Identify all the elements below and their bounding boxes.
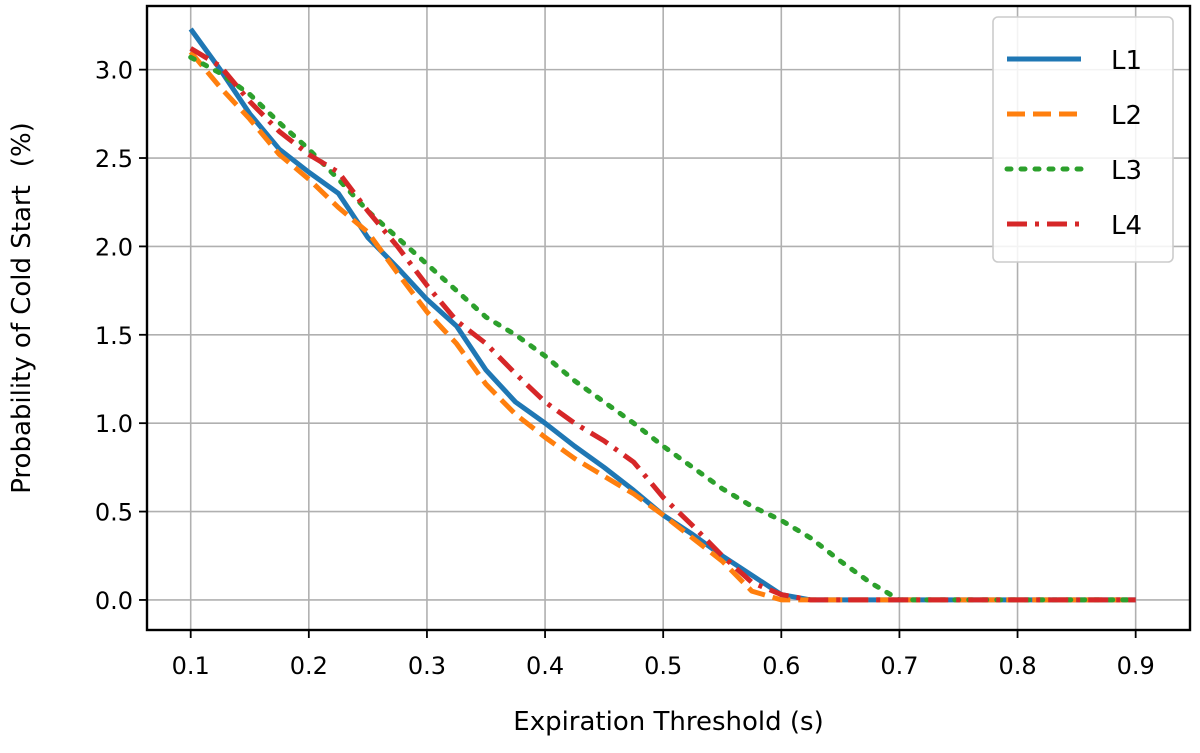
y-tick-label: 2.0 [95, 233, 133, 261]
series-line-l2 [188, 50, 1136, 603]
x-tick-label: 0.7 [880, 652, 918, 680]
legend: L1 L2 L3 L4 [992, 16, 1174, 263]
y-axis-title: Probability of Cold Start (%) [7, 122, 37, 494]
x-tick-label: 0.6 [762, 652, 800, 680]
legend-box [992, 16, 1174, 263]
series-line-l1 [188, 27, 1136, 603]
y-tick-label: 1.0 [95, 410, 133, 438]
x-tick-label: 0.1 [172, 652, 210, 680]
y-tick-label: 3.0 [95, 57, 133, 85]
series-line-l4 [189, 46, 1136, 603]
y-tick-label: 1.5 [95, 322, 133, 350]
plot-frame [145, 4, 1192, 632]
y-tick-label: 0.0 [95, 587, 133, 615]
x-tick-label: 0.5 [644, 652, 682, 680]
y-axis-title-unit: (%) [7, 122, 37, 167]
legend-label-l2: L2 [1111, 101, 1142, 131]
x-tick-label: 0.2 [290, 652, 328, 680]
x-tick-label: 0.8 [998, 652, 1036, 680]
x-tick-label: 0.3 [408, 652, 446, 680]
legend-label-l3: L3 [1111, 156, 1142, 186]
axis-ticks: 0.1 0.2 0.3 0.4 0.5 0.6 0.7 0.8 0.9 0.0 0.5 1.0 1.5 2… [95, 57, 1155, 680]
x-axis-title: Expiration Threshold (s) [513, 707, 823, 737]
y-tick-label: 2.5 [95, 145, 133, 173]
x-tick-label: 0.9 [1117, 652, 1155, 680]
y-tick-label: 0.5 [95, 499, 133, 527]
series-lines [188, 27, 1139, 603]
series-line-l3 [188, 54, 1139, 603]
y-axis-title-text: Probability of Cold Start [7, 185, 37, 494]
legend-label-l1: L1 [1111, 46, 1142, 76]
x-tick-label: 0.4 [526, 652, 564, 680]
legend-label-l4: L4 [1111, 211, 1142, 241]
